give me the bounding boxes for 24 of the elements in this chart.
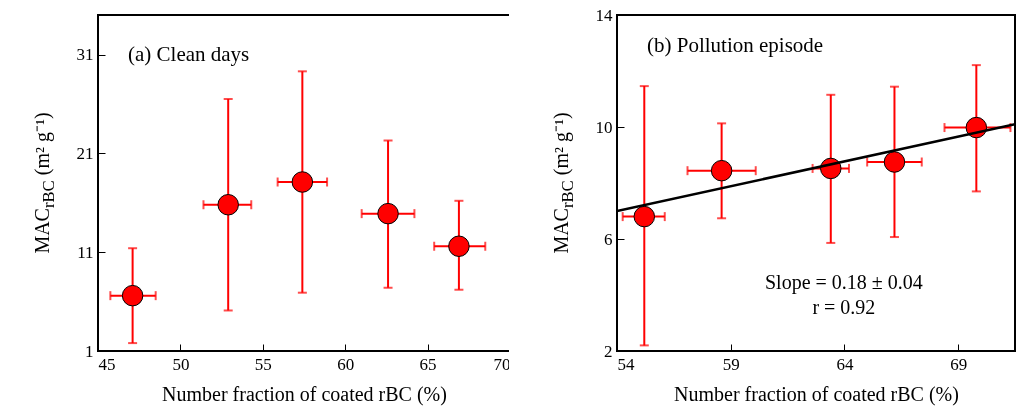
x-tick-label: 55 [254, 354, 272, 374]
x-tick-label: 45 [98, 354, 116, 374]
x-tick-label: 50 [172, 354, 190, 374]
x-tick-label: 65 [419, 354, 437, 374]
x-tick-label: 59 [722, 354, 740, 374]
x-tick-label: 70 [493, 354, 511, 374]
x-tick-label: 64 [836, 354, 854, 374]
y-tick-label: 10 [595, 117, 613, 137]
text: (b) Pollution episode [647, 33, 824, 57]
x-tick-label: 60 [337, 354, 355, 374]
x-axis-title: Number fraction of coated rBC (%) [162, 382, 447, 406]
y-tick-label: 31 [76, 45, 94, 65]
annotation: Slope = 0.18 ± 0.04 [764, 271, 923, 294]
y-tick-label: 2 [604, 341, 613, 361]
y-tick-label: 21 [76, 143, 94, 163]
x-axis-title: Number fraction of coated rBC (%) [674, 382, 959, 406]
y-tick-label: 6 [604, 229, 613, 249]
text: (a) Clean days [128, 42, 250, 66]
x-tick-label: 69 [950, 354, 968, 374]
x-tick-label: 54 [617, 354, 635, 374]
y-tick-label: 11 [77, 242, 94, 262]
y-tick-label: 1 [85, 341, 94, 361]
y-tick-label: 14 [595, 5, 613, 25]
annotation: r = 0.92 [812, 296, 876, 318]
